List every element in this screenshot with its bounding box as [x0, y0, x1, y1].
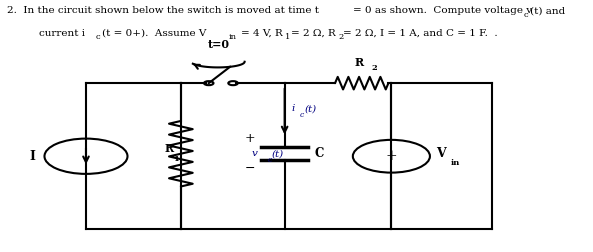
Text: i: i [292, 105, 295, 113]
Text: 1: 1 [173, 155, 179, 163]
Text: (t): (t) [304, 105, 316, 113]
Text: (t) and: (t) and [530, 6, 565, 15]
Text: t=0: t=0 [208, 39, 230, 50]
Text: v: v [252, 149, 258, 158]
Text: +: + [244, 132, 255, 145]
Text: = 2 Ω, I = 1 A, and C = 1 F.  .: = 2 Ω, I = 1 A, and C = 1 F. . [343, 29, 498, 38]
Text: = 4 V, R: = 4 V, R [241, 29, 282, 38]
Text: c: c [300, 111, 304, 119]
Text: R: R [354, 57, 364, 68]
Text: (t = 0+).  Assume V: (t = 0+). Assume V [102, 29, 206, 38]
Text: current i: current i [39, 29, 85, 38]
Text: = 2 Ω, R: = 2 Ω, R [291, 29, 335, 38]
Text: c: c [268, 156, 272, 164]
Text: 2.  In the circuit shown below the switch is moved at time t: 2. In the circuit shown below the switch… [7, 6, 319, 15]
Text: c: c [524, 11, 528, 19]
Text: in: in [228, 33, 236, 41]
Text: c: c [96, 33, 101, 41]
Text: (t): (t) [272, 149, 283, 158]
Text: C: C [314, 147, 324, 160]
Text: in: in [451, 159, 460, 167]
Text: I: I [30, 150, 36, 163]
Text: = 0 as shown.  Compute voltage v: = 0 as shown. Compute voltage v [353, 6, 532, 15]
Text: 1: 1 [285, 33, 291, 41]
Text: V: V [436, 147, 445, 160]
Text: 2: 2 [372, 64, 378, 72]
Text: −: − [244, 162, 255, 175]
Text: +: + [385, 149, 397, 163]
Text: R: R [165, 143, 174, 154]
Text: 2: 2 [338, 33, 343, 41]
